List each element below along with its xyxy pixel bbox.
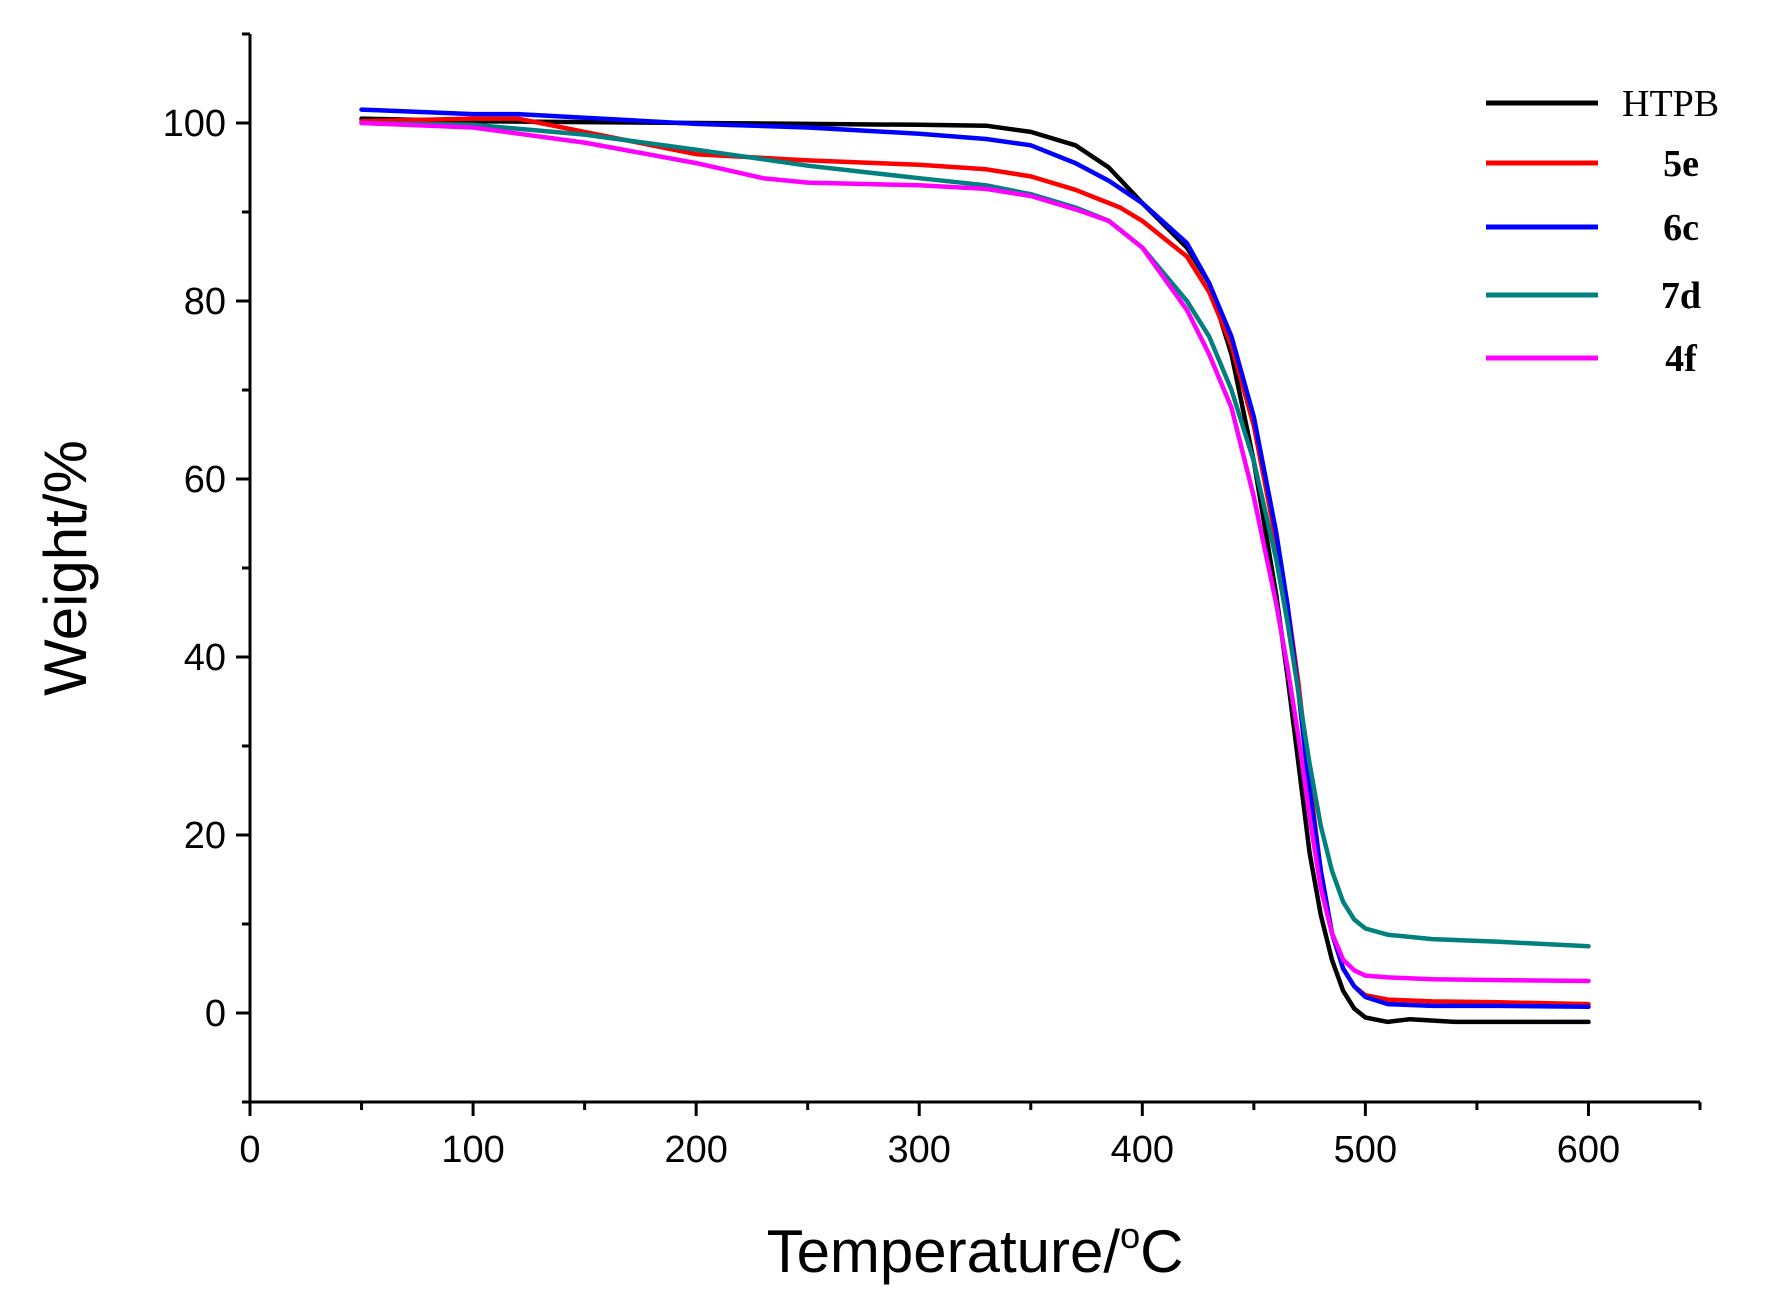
x-axis-title: Temperature/oC <box>767 1215 1184 1285</box>
series-line-4f <box>359 120 1591 984</box>
y-tick-label: 60 <box>184 459 226 501</box>
series-line-7d <box>359 120 1591 949</box>
x-ticks: 0 100 200 300 400 500 600 <box>239 1102 1702 1171</box>
y-tick-label: 80 <box>184 281 226 323</box>
x-tick-label: 0 <box>239 1129 260 1171</box>
legend-label-6c: 6c <box>1663 207 1699 249</box>
legend-label-7d: 7d <box>1661 275 1701 317</box>
x-tick-label: 300 <box>888 1129 951 1171</box>
x-axis-title-unit: C <box>1140 1218 1183 1285</box>
x-tick-label: 100 <box>441 1129 504 1171</box>
y-ticks: 0 20 40 60 80 100 <box>163 32 250 1104</box>
x-tick-label: 400 <box>1111 1129 1174 1171</box>
series-line-htpb <box>359 116 1591 1025</box>
y-tick-label: 20 <box>184 815 226 857</box>
y-axis-title: Weight/% <box>32 440 99 696</box>
series-layer <box>359 107 1591 1025</box>
x-axis-title-main: Temperature/ <box>767 1218 1121 1285</box>
y-tick-label: 0 <box>205 993 226 1035</box>
x-tick-label: 500 <box>1334 1129 1397 1171</box>
x-tick-label: 200 <box>664 1129 727 1171</box>
x-axis-title-degree: o <box>1120 1215 1140 1256</box>
legend: HTPB 5e 6c 7d 4f <box>1486 83 1719 380</box>
series-line-6c <box>359 107 1591 1010</box>
legend-label-htpb: HTPB <box>1622 83 1719 125</box>
y-tick-label: 40 <box>184 637 226 679</box>
series-line-5e <box>359 116 1591 1007</box>
legend-label-4f: 4f <box>1665 338 1698 380</box>
x-tick-label: 600 <box>1557 1129 1620 1171</box>
y-tick-label: 100 <box>163 103 226 145</box>
legend-label-5e: 5e <box>1663 143 1699 185</box>
